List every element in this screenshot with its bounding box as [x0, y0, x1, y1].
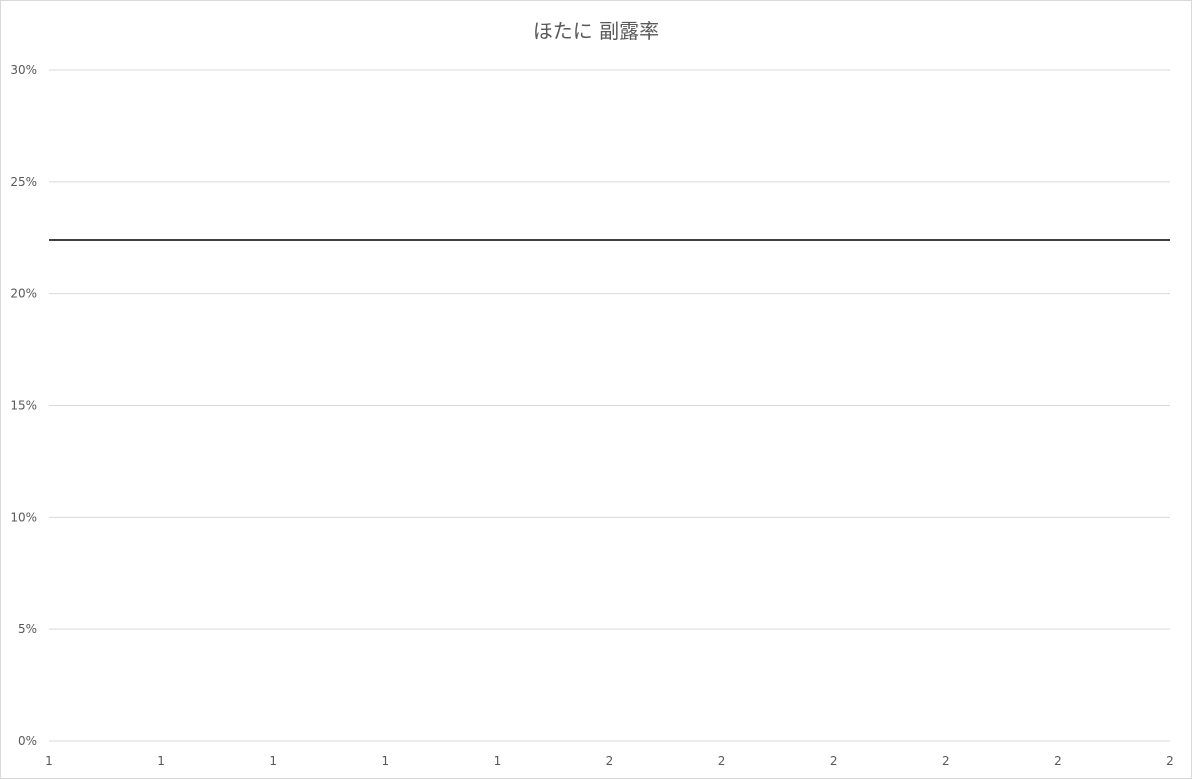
x-tick-label: 2: [606, 754, 614, 768]
y-tick-label: 30%: [10, 63, 37, 77]
x-axis-tick-labels: 1 1 1 1 1 2 2 2 2 2 2: [45, 754, 1174, 768]
x-tick-label: 1: [494, 754, 502, 768]
x-tick-label: 2: [942, 754, 950, 768]
x-tick-label: 2: [1166, 754, 1174, 768]
chart-title: ほたに 副露率: [533, 19, 659, 43]
y-tick-label: 20%: [10, 287, 37, 301]
gridlines: [49, 69, 1170, 742]
x-tick-label: 1: [269, 754, 277, 768]
y-tick-label: 5%: [18, 622, 37, 636]
y-tick-label: 0%: [18, 734, 37, 748]
x-tick-label: 2: [1054, 754, 1062, 768]
y-tick-label: 15%: [10, 399, 37, 413]
x-tick-label: 2: [718, 754, 726, 768]
y-tick-label: 25%: [10, 175, 37, 189]
y-tick-label: 10%: [10, 510, 37, 524]
x-tick-label: 1: [45, 754, 53, 768]
x-tick-label: 1: [157, 754, 165, 768]
x-tick-label: 1: [381, 754, 389, 768]
y-axis-tick-labels: 0% 5% 10% 15% 20% 25% 30%: [10, 63, 37, 748]
x-tick-label: 2: [830, 754, 838, 768]
